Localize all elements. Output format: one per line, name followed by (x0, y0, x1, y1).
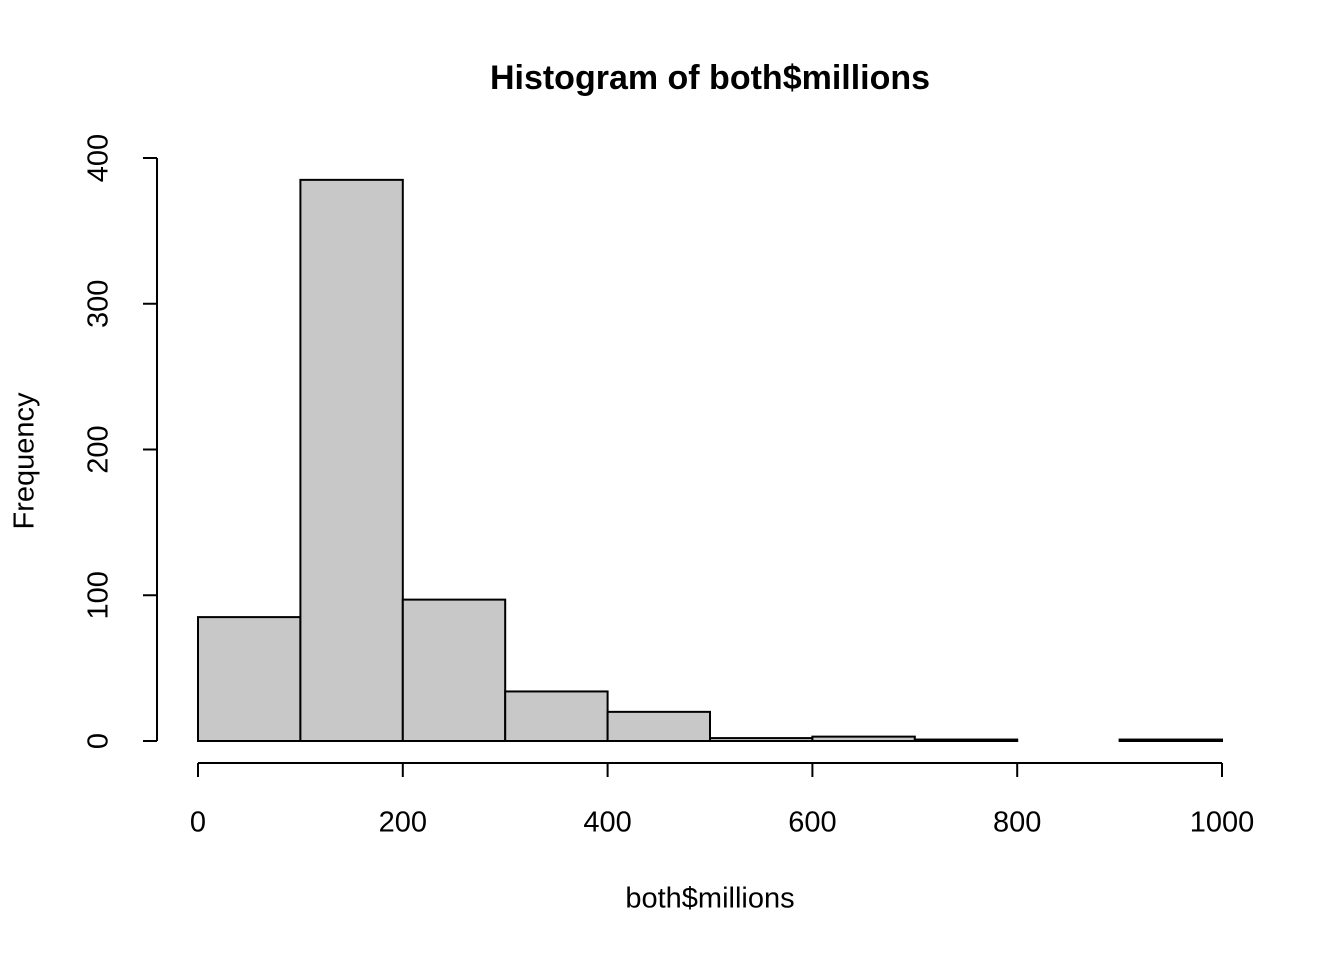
bar (913, 738, 1019, 742)
x-tick-label: 200 (379, 807, 427, 839)
bar (299, 178, 404, 743)
bar (1118, 738, 1223, 742)
bar (811, 735, 916, 743)
y-tick-label: 0 (83, 733, 115, 749)
y-tick-label: 200 (83, 425, 115, 473)
bar (401, 598, 507, 742)
bar (709, 737, 814, 743)
x-axis-label: both$millions (625, 883, 794, 915)
y-tick-label: 300 (83, 280, 115, 328)
bar (197, 616, 302, 742)
x-tick-label: 600 (788, 807, 836, 839)
y-axis-label: Frequency (9, 392, 41, 530)
x-tick-label: 800 (993, 807, 1041, 839)
y-tick-label: 400 (83, 134, 115, 182)
y-tick-label: 100 (83, 571, 115, 619)
x-tick-label: 400 (583, 807, 631, 839)
bar (606, 710, 711, 742)
x-tick-label: 0 (190, 807, 206, 839)
bar (504, 690, 609, 743)
x-tick-label: 1000 (1190, 807, 1255, 839)
chart-title: Histogram of both$millions (490, 59, 930, 97)
